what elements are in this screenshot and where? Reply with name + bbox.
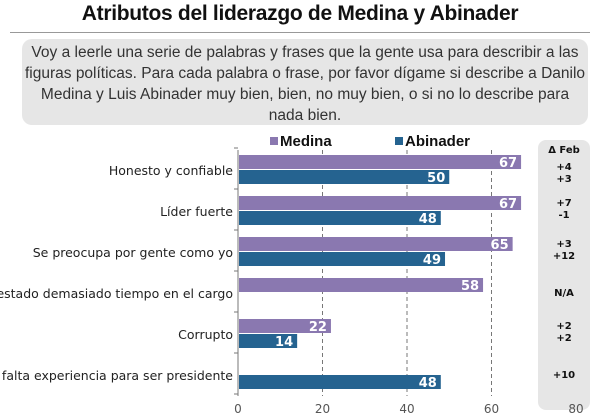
legend-label-medina: Medina [280,133,332,150]
title-rule [10,32,590,33]
x-tick-label: 20 [315,402,330,416]
category-label: Le falta experiencia para ser presidente [0,368,233,383]
category-label: Líder fuerte [160,204,233,219]
legend-swatch-medina [270,137,278,145]
delta-value: +10 [552,370,576,381]
bar-abinader [239,252,446,266]
x-tick-label: 40 [399,402,414,416]
data-label: 58 [461,279,479,294]
x-tick-label: 60 [484,402,499,416]
data-label: 48 [419,376,437,391]
bar-abinader [239,334,298,348]
delta-panel: Δ Feb +4 +3 +7 -1 +3 +12 N/A +2 +2 +10 [538,140,590,410]
bar-abinader [239,170,450,184]
x-tick-label: 0 [234,402,242,416]
category-label: Honesto y confiable [109,163,233,178]
bar-medina [239,319,331,333]
data-label: 67 [499,156,517,171]
chart-title: Atributos del liderazgo de Medina y Abin… [81,2,519,25]
data-label: 49 [423,253,441,268]
data-label: 14 [275,335,293,350]
delta-value: +2 [556,321,572,332]
data-label: 48 [419,212,437,227]
delta-value: +12 [552,251,576,262]
category-label: Ha estado demasiado tiempo en el cargo [0,286,233,301]
legend-swatch-abinader [395,137,403,145]
bar-medina [239,196,522,210]
data-label: 67 [499,197,517,212]
delta-value: +4 [556,162,572,173]
delta-header: Δ Feb [548,145,580,156]
data-label: 65 [491,238,509,253]
delta-value: +2 [556,333,572,344]
bar-medina [239,237,513,251]
bar-medina [239,278,484,292]
data-label: 50 [427,171,445,186]
legend-label-abinader: Abinader [405,133,470,150]
delta-value: -1 [558,210,570,221]
category-label: Se preocupa por gente como yo [33,245,233,260]
data-label: 22 [309,320,327,335]
delta-value: +7 [556,198,572,209]
x-tick-label: 80 [568,402,583,416]
question-text: Voy a leerle una serie de palabras y fra… [22,39,588,125]
bar-abinader [239,375,441,389]
delta-value: N/A [554,288,574,299]
bar-abinader [239,211,441,225]
category-label: Corrupto [178,327,233,342]
delta-value: +3 [556,239,572,250]
delta-value: +3 [556,174,572,185]
bar-medina [239,155,522,169]
